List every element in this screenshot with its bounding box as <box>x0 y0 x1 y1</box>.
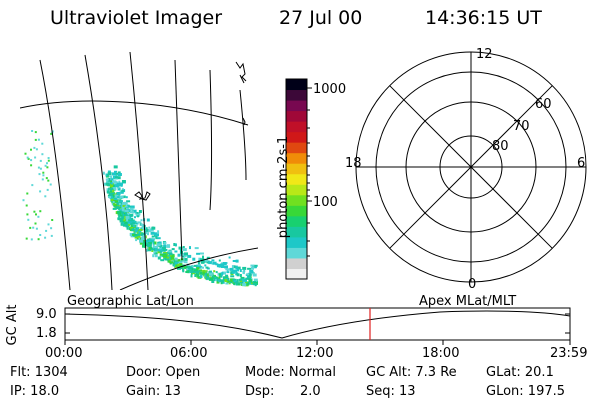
dsp-value: 2.0 <box>300 384 321 399</box>
colorbar-segment <box>286 184 307 196</box>
geographic-latitude: GLat: 20.1 <box>486 365 554 380</box>
colorbar-segment <box>286 194 307 206</box>
x-tick-0600: 06:00 <box>170 346 208 361</box>
colorbar-segment <box>286 226 307 238</box>
y-tick-1.8: 1.8 <box>36 326 57 341</box>
mlat-label-70: 70 <box>513 119 530 134</box>
geographic-grid <box>20 51 258 290</box>
colorbar-segment <box>286 131 307 143</box>
x-tick-1200: 12:00 <box>296 346 334 361</box>
colorbar-segment <box>286 163 307 175</box>
colorbar <box>286 79 307 280</box>
colorbar-segment <box>286 205 307 217</box>
colorbar-segment <box>286 89 307 101</box>
altitude-timeline <box>64 307 571 345</box>
mode-value: Mode: Normal <box>245 365 336 380</box>
colorbar-segment <box>286 247 307 259</box>
x-tick-2359: 23:59 <box>550 346 588 361</box>
polar-plot <box>355 51 587 283</box>
timeline-y-ticks <box>65 313 570 334</box>
timeline-ylabel: GC Alt <box>5 304 20 346</box>
date-label: 27 Jul 00 <box>279 7 363 29</box>
time-label: 14:36:15 UT <box>425 7 542 29</box>
colorbar-segment <box>286 121 307 133</box>
mlat-label-80: 80 <box>492 139 509 154</box>
instrument-title: Ultraviolet Imager <box>50 7 223 29</box>
mlt-label-0: 0 <box>468 277 477 292</box>
door-status: Door: Open <box>126 365 201 380</box>
polar-diagonal-2 <box>389 85 553 249</box>
mlt-label-6: 6 <box>577 156 586 171</box>
mlat-label-60: 60 <box>535 97 552 112</box>
x-tick-0000: 00:00 <box>45 346 83 361</box>
apex-caption: Apex MLat/MLT <box>419 294 517 309</box>
mlt-label-18: 18 <box>345 156 362 171</box>
x-tick-1800: 18:00 <box>422 346 460 361</box>
aurora-emission <box>22 130 258 287</box>
colorbar-segment <box>286 268 307 280</box>
colorbar-segment <box>286 152 307 164</box>
colorbar-segment <box>286 142 307 154</box>
mlt-label-12: 12 <box>476 47 493 62</box>
ip-value: IP: 18.0 <box>10 384 60 399</box>
colorbar-segment <box>286 79 307 91</box>
flight-number: Flt: 1304 <box>10 365 68 380</box>
colorbar-segment <box>286 257 307 269</box>
colorbar-segment <box>286 100 307 112</box>
colorbar-label-1000: 1000 <box>313 82 347 97</box>
colorbar-segment <box>286 173 307 185</box>
sequence-number: Seq: 13 <box>366 384 416 399</box>
gc-altitude: GC Alt: 7.3 Re <box>366 365 457 380</box>
timeline-x-ticks <box>64 340 571 345</box>
colorbar-segment <box>286 236 307 248</box>
colorbar-segment <box>286 110 307 122</box>
colorbar-minor-ticks <box>307 109 310 257</box>
colorbar-unit-label: photon cm-2s-1 <box>276 135 291 239</box>
dsp-label: Dsp: <box>245 384 275 399</box>
colorbar-label-100: 100 <box>313 195 338 210</box>
timeline-frame <box>64 307 571 341</box>
colorbar-segment <box>286 215 307 227</box>
auroral-image <box>20 51 258 290</box>
colorbar-frame <box>285 78 308 280</box>
gain-value: Gain: 13 <box>126 384 181 399</box>
geographic-longitude: GLon: 197.5 <box>486 384 566 399</box>
altitude-curve <box>64 310 571 339</box>
geographic-caption: Geographic Lat/Lon <box>67 294 194 309</box>
y-tick-9: 9.0 <box>36 307 57 322</box>
